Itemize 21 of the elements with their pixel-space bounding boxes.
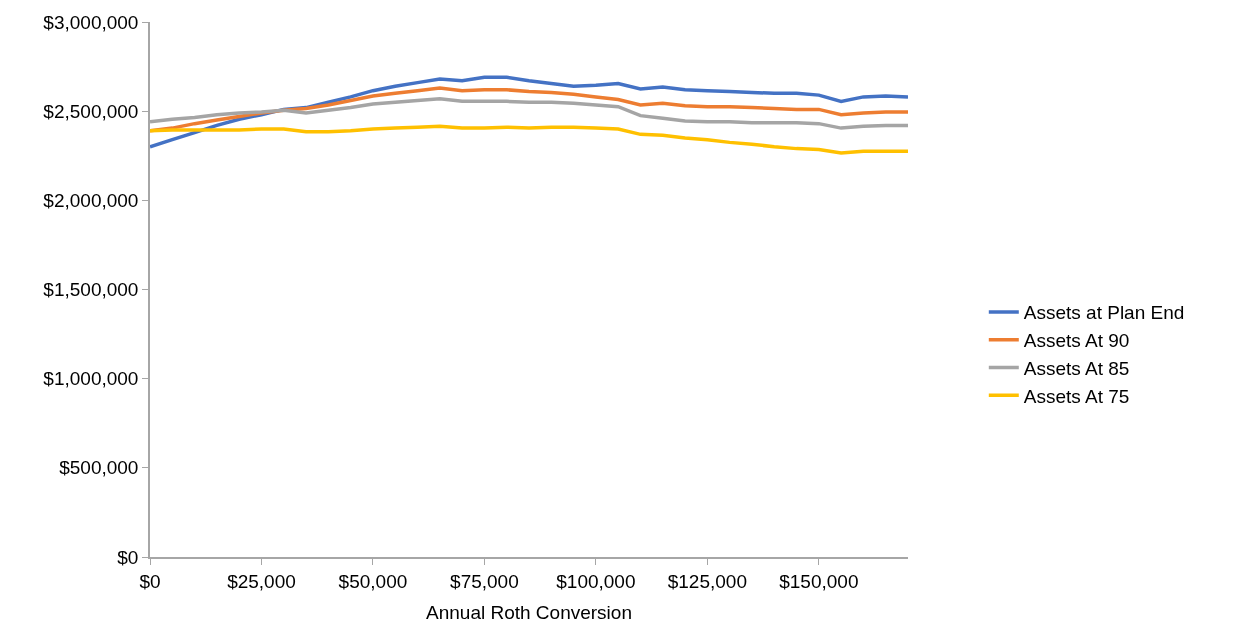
x-tick-label: $25,000 xyxy=(227,570,296,592)
y-tick-label: $1,000,000 xyxy=(43,368,139,390)
y-tick-label: $500,000 xyxy=(59,457,139,479)
y-tick-label: $3,000,000 xyxy=(43,11,139,33)
x-tick-label: $50,000 xyxy=(338,570,408,592)
x-tick-label: $100,000 xyxy=(556,570,636,592)
x-tick-label: $75,000 xyxy=(450,570,519,592)
legend-label: Assets At 75 xyxy=(1023,385,1130,407)
line-series xyxy=(150,75,908,149)
legend-label: Assets At 85 xyxy=(1023,357,1130,379)
x-tick-label: $0 xyxy=(139,570,161,592)
legend-label: Assets At 90 xyxy=(1023,330,1130,352)
legend-label: Assets at Plan End xyxy=(1023,302,1185,324)
x-tick-label: $150,000 xyxy=(779,570,859,592)
x-tick-label: $125,000 xyxy=(667,570,747,592)
line-series xyxy=(150,124,908,155)
y-tick-label: $0 xyxy=(117,546,139,568)
y-tick-label: $1,500,000 xyxy=(43,279,139,301)
y-tick-label: $2,500,000 xyxy=(43,100,139,122)
x-axis-title: Annual Roth Conversion xyxy=(426,601,632,623)
y-tick-label: $2,000,000 xyxy=(43,189,139,211)
